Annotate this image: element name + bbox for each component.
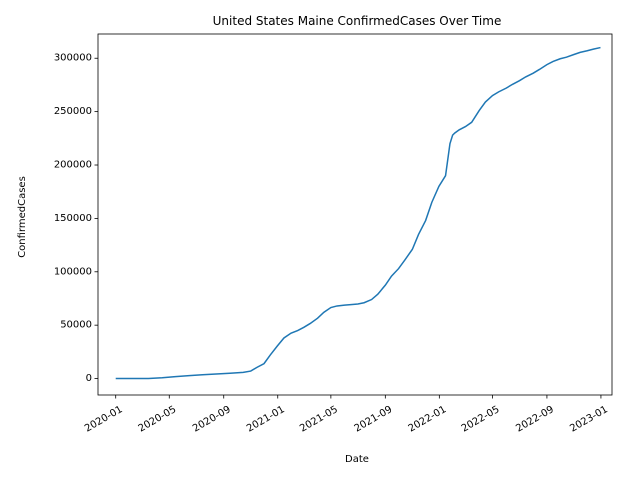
x-axis-label: Date [345, 454, 369, 465]
y-tick-label: 100000 [54, 266, 92, 277]
x-tick-label: 2020-01 [83, 404, 125, 434]
x-tick-label: 2021-05 [298, 404, 340, 434]
x-tick-label: 2020-09 [191, 404, 233, 434]
x-tick-label: 2020-05 [137, 404, 179, 434]
plot-area [97, 33, 613, 396]
plot-frame [97, 33, 613, 396]
chart-title: United States Maine ConfirmedCases Over … [213, 14, 502, 28]
x-tick-label: 2023-01 [568, 404, 610, 434]
y-tick-label: 50000 [60, 320, 92, 331]
x-axis: 2020-01 2020-05 2020-09 2021-01 2021-05 2021-… [83, 395, 610, 435]
x-tick-label: 2022-09 [514, 404, 556, 434]
x-tick-label: 2021-09 [353, 404, 395, 434]
x-tick-label: 2022-05 [460, 404, 502, 434]
x-tick-label: 2021-01 [245, 404, 287, 434]
y-tick-label: 150000 [54, 213, 92, 224]
y-tick-label: 250000 [54, 106, 92, 117]
y-tick-label: 200000 [54, 160, 92, 171]
y-axis: 0 50000 100000 150000 200000 250000 300000 [54, 53, 98, 384]
y-tick-label: 0 [86, 373, 92, 384]
series-line [115, 46, 601, 380]
x-tick-label: 2022-01 [407, 404, 449, 434]
y-axis-label: ConfirmedCases [17, 176, 28, 258]
y-tick-label: 300000 [54, 53, 92, 64]
